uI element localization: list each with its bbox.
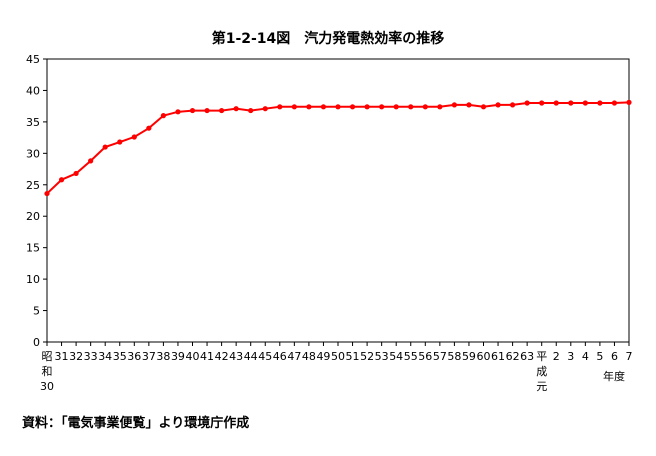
data-point [102,144,108,150]
y-tick-label: 10 [26,273,40,286]
x-tick-label: 55 [404,350,418,363]
x-tick-label: 54 [389,350,403,363]
x-tick-label: 37 [142,350,156,363]
data-point [408,104,414,110]
x-tick-label: 63 [520,350,534,363]
data-point [539,100,545,106]
x-tick-label: 昭和 30 [40,350,54,393]
x-tick-label: 43 [229,350,243,363]
x-tick-label: 61 [491,350,505,363]
data-point [364,104,370,110]
x-tick-label: 44 [244,350,258,363]
data-point [306,104,312,110]
x-tick-label: 45 [258,350,272,363]
data-point [117,139,123,145]
x-tick-label: 38 [156,350,170,363]
x-tick-label: 3 [567,350,574,363]
data-point [160,113,166,119]
data-point [320,104,327,110]
x-tick-label: 60 [477,350,491,363]
x-tick-label: 33 [84,350,98,363]
y-tick-label: 25 [26,179,40,192]
data-point [422,104,428,110]
x-tick-label: 39 [171,350,185,363]
data-point [611,100,618,106]
x-tick-label: 53 [375,350,389,363]
x-tick-label: 59 [462,350,476,363]
data-point [335,104,341,110]
x-tick-label: 34 [98,350,112,363]
source-note: 資料：「電気事業便覧」より環境庁作成 [22,416,250,431]
data-point [44,190,50,197]
x-tick-label: 4 [582,350,589,363]
y-tick-label: 15 [26,242,40,255]
x-tick-label: 2 [553,350,560,363]
x-tick-label: 平成元 [536,350,547,393]
data-point [204,107,210,114]
data-point [495,102,501,108]
x-tick-label: 47 [287,350,301,363]
y-tick-label: 35 [26,116,40,129]
data-point [219,107,225,114]
data-point [437,104,443,110]
x-tick-label: 46 [273,350,287,363]
data-point [466,102,472,108]
data-point [524,100,530,106]
x-tick-label: 50 [331,350,345,363]
x-tick-label: 7 [626,350,633,363]
data-point [262,106,268,112]
y-tick-label: 0 [33,336,40,349]
data-point [146,125,152,131]
x-tick-label: 48 [302,350,316,363]
data-point [480,104,487,110]
data-point [277,104,283,110]
x-tick-label: 42 [215,350,229,363]
data-point [88,158,94,164]
data-point [58,177,65,183]
data-point [131,134,137,140]
data-point [568,100,574,106]
x-tick-label: 5 [596,350,603,363]
y-axis: 0 5 10 15 20 25 30 35 40 45 [26,53,47,349]
data-point [451,102,457,108]
data-point [393,104,399,110]
data-point [73,170,79,177]
data-point [248,107,254,114]
x-tick-label: 36 [127,350,141,363]
x-tick-label: 31 [55,350,69,363]
y-tick-label: 45 [26,53,40,66]
x-tick-label: 51 [346,350,360,363]
x-tick-label: 41 [200,350,214,363]
x-axis-unit-label: 年度 [603,369,625,383]
data-point [291,104,297,110]
y-tick-label: 40 [26,84,40,97]
data-points [44,99,632,197]
x-tick-label: 49 [316,350,330,363]
x-tick-label: 56 [418,350,432,363]
data-point [233,106,239,112]
x-tick-label: 57 [433,350,447,363]
data-point [509,102,516,108]
chart-title: 第1-2-14図 汽力発電熱効率の推移 [211,31,445,47]
x-tick-label: 40 [186,350,200,363]
data-point [175,109,181,115]
data-point [379,104,385,110]
data-point [597,100,603,106]
y-tick-label: 20 [26,210,40,223]
data-point [582,100,588,106]
y-tick-label: 5 [33,305,40,318]
x-tick-label: 58 [447,350,461,363]
x-tick-label: 35 [113,350,127,363]
x-tick-label: 62 [506,350,520,363]
data-point [189,107,196,114]
x-tick-label: 32 [69,350,83,363]
data-point [626,99,632,105]
data-point [553,100,559,106]
x-tick-label: 52 [360,350,374,363]
data-point [349,104,356,110]
x-tick-label: 6 [611,350,618,363]
y-tick-label: 30 [26,147,40,160]
